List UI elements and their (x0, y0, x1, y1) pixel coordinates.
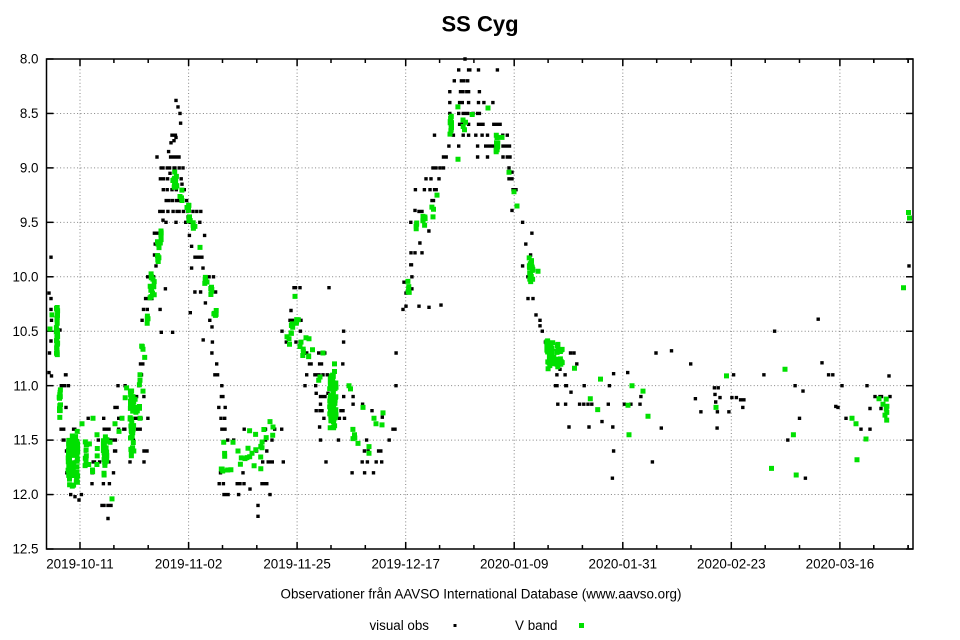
svg-text:12.5: 12.5 (12, 542, 38, 557)
svg-text:11.0: 11.0 (13, 378, 38, 393)
svg-text:V band: V band (515, 618, 557, 633)
svg-text:SS Cyg: SS Cyg (441, 12, 518, 37)
svg-text:8.5: 8.5 (20, 106, 39, 121)
svg-text:2019-11-25: 2019-11-25 (263, 557, 331, 572)
svg-text:2019-11-02: 2019-11-02 (155, 557, 223, 572)
svg-text:12.0: 12.0 (12, 487, 38, 502)
svg-text:2020-01-31: 2020-01-31 (589, 557, 658, 572)
svg-text:9.5: 9.5 (20, 215, 39, 230)
svg-text:2019-10-11: 2019-10-11 (46, 557, 114, 572)
svg-text:10.5: 10.5 (12, 324, 38, 339)
svg-text:9.0: 9.0 (20, 161, 39, 176)
svg-text:10.0: 10.0 (12, 269, 38, 284)
svg-text:2020-02-23: 2020-02-23 (697, 557, 766, 572)
svg-text:2020-01-09: 2020-01-09 (480, 557, 549, 572)
svg-text:visual obs: visual obs (369, 618, 429, 633)
svg-text:Observationer från AAVSO Inter: Observationer från AAVSO International D… (281, 587, 682, 602)
svg-text:8.0: 8.0 (20, 52, 39, 67)
svg-text:2019-12-17: 2019-12-17 (371, 557, 440, 572)
svg-text:11.5: 11.5 (13, 433, 38, 448)
svg-text:2020-03-16: 2020-03-16 (806, 557, 875, 572)
